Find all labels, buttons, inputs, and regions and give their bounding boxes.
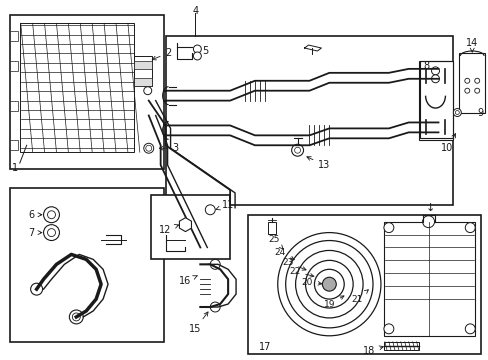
Circle shape	[277, 233, 380, 336]
Circle shape	[464, 88, 469, 93]
Circle shape	[193, 52, 201, 60]
Text: 12: 12	[159, 224, 178, 235]
Circle shape	[205, 205, 215, 215]
Text: 20: 20	[301, 278, 321, 287]
Circle shape	[285, 240, 372, 328]
Text: 17: 17	[258, 342, 270, 352]
Circle shape	[43, 225, 60, 240]
Text: 10: 10	[440, 134, 455, 153]
Text: 9: 9	[476, 108, 482, 117]
Circle shape	[210, 302, 220, 312]
Circle shape	[464, 223, 474, 233]
Bar	[10, 188, 163, 342]
Text: 23: 23	[282, 258, 305, 270]
Text: 25: 25	[267, 235, 283, 249]
Circle shape	[464, 78, 469, 83]
Text: 18: 18	[362, 346, 383, 356]
Text: 1: 1	[12, 163, 18, 173]
Circle shape	[31, 283, 42, 295]
Bar	[134, 61, 151, 69]
Bar	[383, 342, 418, 350]
Bar	[419, 61, 452, 138]
Bar	[10, 100, 18, 111]
Text: 11: 11	[216, 200, 234, 210]
Bar	[150, 195, 230, 260]
Circle shape	[295, 251, 362, 318]
Bar	[458, 53, 484, 113]
Text: 7: 7	[28, 228, 42, 238]
Circle shape	[143, 143, 153, 153]
Bar	[10, 140, 18, 150]
Circle shape	[47, 229, 55, 237]
Circle shape	[431, 75, 439, 83]
Circle shape	[143, 87, 151, 95]
Circle shape	[383, 324, 393, 334]
Bar	[418, 61, 452, 140]
Text: 4: 4	[192, 6, 198, 16]
Text: 15: 15	[189, 312, 207, 334]
Circle shape	[431, 67, 439, 75]
Text: 8: 8	[423, 61, 429, 71]
Text: 14: 14	[465, 38, 477, 52]
Circle shape	[454, 111, 458, 114]
Circle shape	[291, 144, 303, 156]
Text: 5: 5	[202, 46, 208, 56]
Bar	[383, 222, 474, 336]
Text: 21: 21	[351, 290, 367, 303]
Circle shape	[383, 223, 393, 233]
Text: 19: 19	[323, 296, 343, 309]
Circle shape	[322, 277, 336, 291]
Circle shape	[294, 147, 300, 153]
Bar	[10, 61, 18, 71]
Bar	[134, 78, 151, 86]
Circle shape	[43, 207, 60, 223]
Circle shape	[422, 216, 434, 228]
Circle shape	[474, 78, 479, 83]
Text: 3: 3	[159, 143, 178, 153]
Text: 22: 22	[288, 267, 313, 277]
Circle shape	[69, 310, 83, 324]
Text: ↓: ↓	[425, 203, 434, 213]
Text: 6: 6	[28, 210, 42, 220]
Circle shape	[474, 88, 479, 93]
Text: 13: 13	[306, 157, 330, 170]
Circle shape	[193, 45, 201, 53]
Bar	[165, 36, 452, 205]
Text: 2: 2	[152, 48, 171, 60]
Circle shape	[464, 324, 474, 334]
Circle shape	[305, 260, 352, 308]
Text: 24: 24	[274, 248, 294, 260]
Circle shape	[452, 109, 460, 117]
Circle shape	[145, 145, 151, 151]
Bar	[134, 56, 151, 86]
Bar	[247, 215, 480, 354]
Bar	[267, 222, 275, 234]
Bar	[20, 23, 134, 152]
Bar	[10, 15, 163, 169]
Circle shape	[210, 260, 220, 269]
Text: 16: 16	[179, 276, 197, 286]
Bar	[10, 31, 18, 41]
Circle shape	[314, 269, 344, 299]
Circle shape	[72, 313, 80, 321]
Circle shape	[47, 211, 55, 219]
